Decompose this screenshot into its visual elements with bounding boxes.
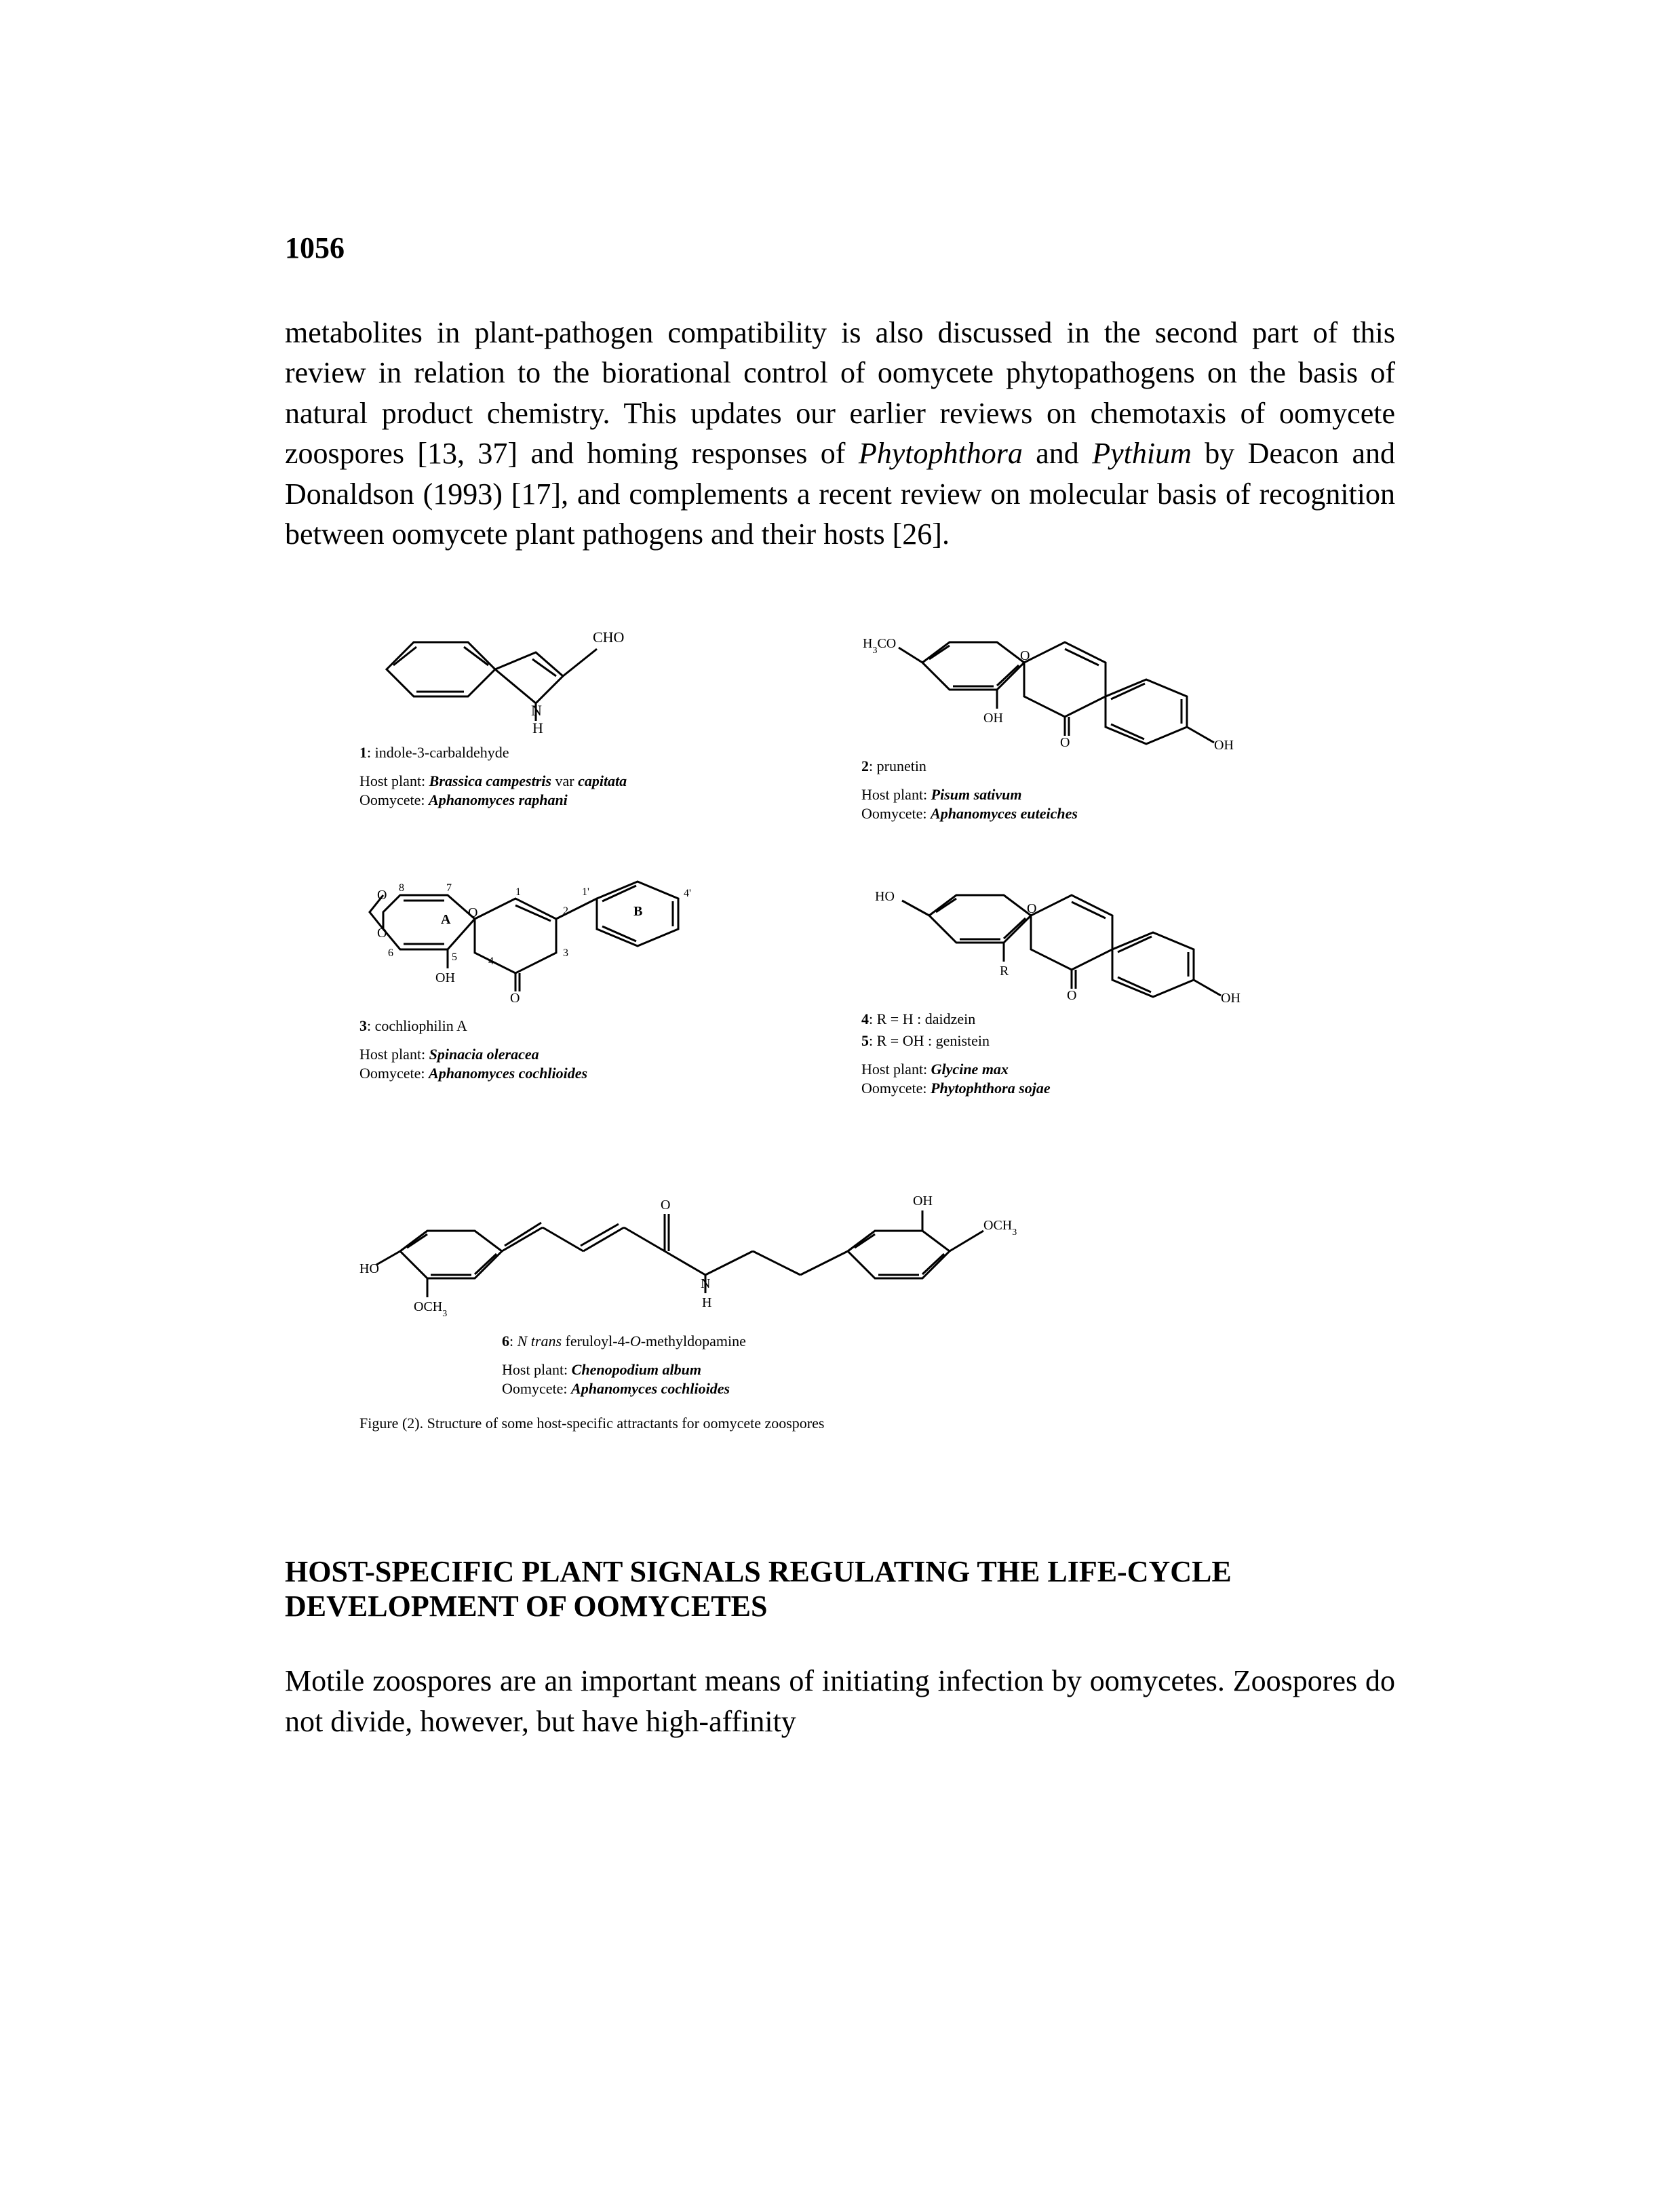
svg-text:A: A bbox=[441, 912, 451, 927]
compound-2-label: 2: prunetin bbox=[861, 757, 1289, 775]
svg-text:OH: OH bbox=[435, 970, 455, 985]
page-number: 1056 bbox=[285, 231, 1395, 265]
page: 1056 metabolites in plant-pathogen compa… bbox=[0, 0, 1680, 2187]
svg-text:OH: OH bbox=[983, 711, 1003, 726]
compound-6: HO OCH3 O N H OH OCH3 6: N trans feruloy… bbox=[359, 1122, 1289, 1398]
svg-text:N: N bbox=[531, 702, 542, 719]
compound-2-oomycete: Oomycete: Aphanomyces euteiches bbox=[861, 805, 1289, 823]
svg-text:O: O bbox=[1027, 901, 1036, 916]
svg-text:O: O bbox=[377, 926, 387, 941]
svg-text:8: 8 bbox=[399, 882, 404, 894]
svg-text:1': 1' bbox=[582, 886, 589, 898]
svg-text:H: H bbox=[532, 720, 543, 736]
svg-text:6: 6 bbox=[388, 947, 393, 959]
compound-2: O O OH H3CO OH 2: prunetin Host plant: P… bbox=[861, 595, 1289, 824]
body-text-2: Motile zoospores are an important means … bbox=[285, 1661, 1395, 1741]
svg-text:N: N bbox=[701, 1276, 710, 1291]
body-text-1: metabolites in plant-pathogen compatibil… bbox=[285, 313, 1395, 554]
compound-6-host: Host plant: Chenopodium album bbox=[502, 1361, 1289, 1379]
figure-row-2: O O O O OH A B 8 7 6 5 4 3 2 1 1' bbox=[359, 848, 1289, 1099]
svg-text:O: O bbox=[1067, 988, 1076, 1003]
svg-text:O: O bbox=[661, 1198, 670, 1213]
svg-text:HO: HO bbox=[359, 1261, 379, 1276]
compound-45-oomycete: Oomycete: Phytophthora sojae bbox=[861, 1080, 1289, 1097]
compound-3-host: Host plant: Spinacia oleracea bbox=[359, 1046, 787, 1063]
compound-4-5: O O HO R OH 4: R = H : daidzein 5: R = O… bbox=[861, 848, 1289, 1099]
svg-text:HO: HO bbox=[875, 889, 895, 904]
compound-3-oomycete: Oomycete: Aphanomyces cochlioides bbox=[359, 1065, 787, 1082]
compound-4-label: 4: R = H : daidzein bbox=[861, 1010, 1289, 1028]
svg-text:3: 3 bbox=[563, 947, 568, 959]
structure-4-5-svg: O O HO R OH bbox=[861, 848, 1282, 1004]
compound-45-host: Host plant: Glycine max bbox=[861, 1061, 1289, 1078]
structure-6-svg: HO OCH3 O N H OH OCH3 bbox=[359, 1122, 1072, 1326]
svg-text:OH: OH bbox=[1221, 991, 1241, 1004]
figure-2: N H CHO 1: indole-3-carbaldehyde Host pl… bbox=[359, 595, 1289, 1432]
svg-text:H3CO: H3CO bbox=[863, 636, 896, 656]
svg-text:4': 4' bbox=[684, 888, 691, 899]
compound-3-label: 3: cochliophilin A bbox=[359, 1017, 787, 1035]
compound-1: N H CHO 1: indole-3-carbaldehyde Host pl… bbox=[359, 595, 787, 824]
svg-text:7: 7 bbox=[446, 882, 452, 894]
structure-3-svg: O O O O OH A B 8 7 6 5 4 3 2 1 1' bbox=[359, 848, 726, 1010]
svg-text:OCH3: OCH3 bbox=[983, 1218, 1017, 1238]
figure-row-1: N H CHO 1: indole-3-carbaldehyde Host pl… bbox=[359, 595, 1289, 824]
svg-text:B: B bbox=[633, 904, 642, 919]
compound-6-oomycete: Oomycete: Aphanomyces cochlioides bbox=[502, 1380, 1289, 1398]
svg-text:O: O bbox=[1060, 735, 1070, 750]
svg-text:CHO: CHO bbox=[593, 629, 624, 646]
compound-1-oomycete: Oomycete: Aphanomyces raphani bbox=[359, 791, 787, 809]
figure-2-caption: Figure (2). Structure of some host-speci… bbox=[359, 1415, 1289, 1432]
structure-2-svg: O O OH H3CO OH bbox=[861, 595, 1268, 751]
svg-text:4: 4 bbox=[488, 955, 494, 967]
svg-text:R: R bbox=[1000, 964, 1009, 979]
svg-text:O: O bbox=[377, 888, 387, 903]
compound-6-label: 6: N trans feruloyl-4-O-methyldopamine bbox=[502, 1333, 1289, 1350]
svg-text:OCH3: OCH3 bbox=[414, 1299, 447, 1319]
svg-text:O: O bbox=[468, 905, 477, 920]
structure-1-svg: N H CHO bbox=[359, 595, 631, 737]
compound-2-host: Host plant: Pisum sativum bbox=[861, 786, 1289, 804]
compound-1-label: 1: indole-3-carbaldehyde bbox=[359, 744, 787, 762]
svg-text:H: H bbox=[702, 1295, 711, 1310]
compound-3: O O O O OH A B 8 7 6 5 4 3 2 1 1' bbox=[359, 848, 787, 1099]
svg-text:OH: OH bbox=[1214, 738, 1234, 751]
svg-text:O: O bbox=[1020, 648, 1030, 663]
svg-text:O: O bbox=[510, 991, 520, 1006]
svg-text:1: 1 bbox=[515, 886, 521, 898]
compound-1-host: Host plant: Brassica campestris var capi… bbox=[359, 772, 787, 790]
section-heading: HOST-SPECIFIC PLANT SIGNALS REGULATING T… bbox=[285, 1554, 1395, 1623]
compound-5-label: 5: R = OH : genistein bbox=[861, 1032, 1289, 1050]
svg-text:2: 2 bbox=[563, 905, 568, 917]
svg-text:OH: OH bbox=[913, 1194, 933, 1208]
svg-text:5: 5 bbox=[452, 951, 457, 963]
